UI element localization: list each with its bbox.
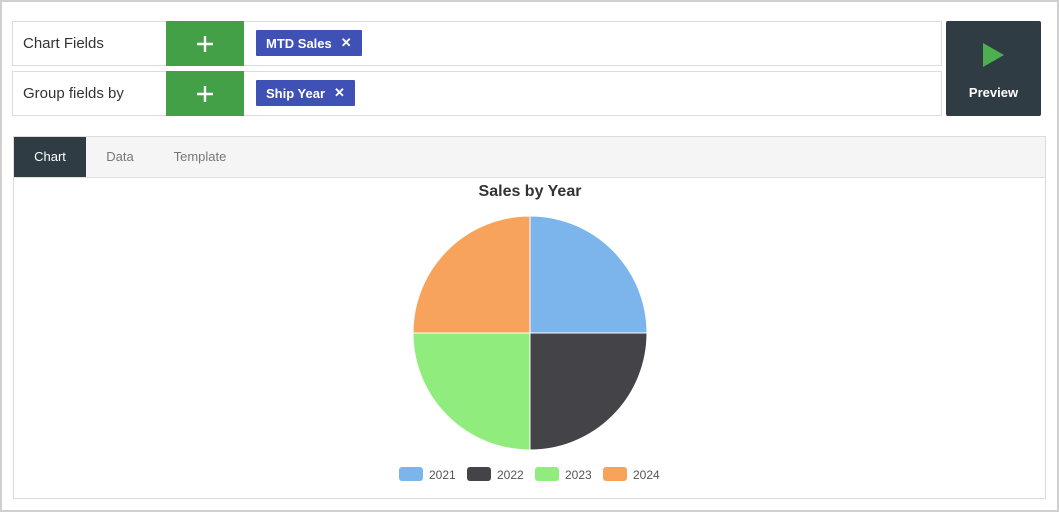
plus-icon — [197, 85, 213, 102]
chart-title: Sales by Year — [479, 183, 582, 200]
chart-field-chip: MTD Sales ✕ — [256, 30, 362, 56]
group-fields-label: Group fields by — [23, 85, 124, 102]
legend-swatch-2022[interactable] — [467, 467, 491, 481]
legend-swatch-2024[interactable] — [603, 467, 627, 481]
chip-label: Ship Year — [266, 85, 326, 101]
legend-swatch-2023[interactable] — [535, 467, 559, 481]
legend-swatch-2021[interactable] — [399, 467, 423, 481]
pie-slice-2021[interactable] — [529, 215, 648, 334]
tab-data[interactable]: Data — [106, 149, 134, 164]
legend-label-2024[interactable]: 2024 — [633, 468, 660, 482]
play-icon — [983, 43, 1004, 67]
plus-icon — [197, 35, 213, 52]
preview-label: Preview — [968, 85, 1019, 100]
chip-label: MTD Sales — [266, 35, 332, 51]
legend-label-2023[interactable]: 2023 — [565, 468, 592, 482]
legend-label-2022[interactable]: 2022 — [497, 468, 524, 482]
add-group-field-button[interactable] — [166, 71, 244, 116]
tab-chart[interactable]: Chart — [14, 137, 86, 177]
pie-slice-2022[interactable] — [529, 332, 648, 451]
remove-chip-icon[interactable]: ✕ — [334, 85, 345, 100]
legend-label-2021[interactable]: 2021 — [429, 468, 456, 482]
chart-panel: Chart Data Template Sales by Year 2021 20… — [13, 136, 1046, 499]
group-field-chip: Ship Year ✕ — [256, 80, 355, 106]
preview-button[interactable]: Preview — [946, 21, 1041, 116]
chart-fields-label: Chart Fields — [23, 35, 104, 52]
add-chart-field-button[interactable] — [166, 21, 244, 66]
tab-template[interactable]: Template — [173, 149, 227, 164]
chart-fields-row: Chart Fields MTD Sales ✕ — [12, 21, 942, 66]
pie-slice-2023[interactable] — [412, 332, 531, 451]
tab-bar: Chart Data Template — [14, 137, 1045, 178]
remove-chip-icon[interactable]: ✕ — [340, 35, 352, 50]
pie-slice-2024[interactable] — [412, 215, 531, 334]
group-fields-row: Group fields by Ship Year ✕ — [12, 71, 942, 116]
chart-area: Sales by Year 2021 2022 2023 2024 — [14, 178, 1045, 498]
pie-chart: Sales by Year 2021 2022 2023 2024 — [399, 183, 660, 482]
